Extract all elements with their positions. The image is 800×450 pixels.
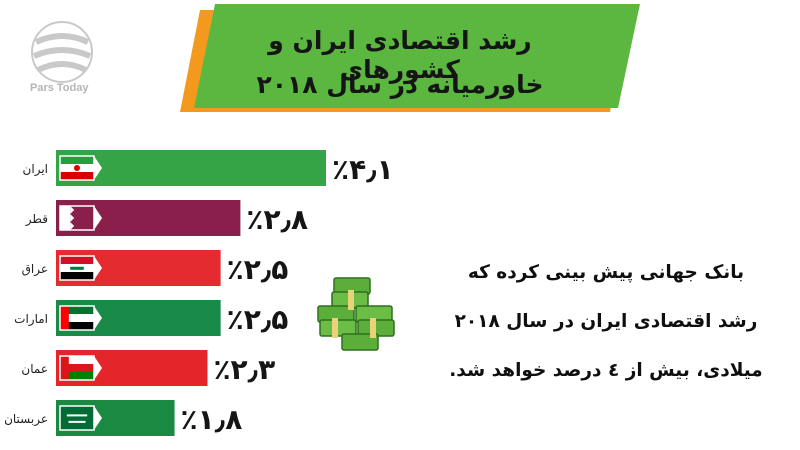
iraq-flag-icon — [59, 255, 102, 281]
iran-flag-icon — [59, 155, 102, 181]
uae-flag-icon — [59, 305, 102, 331]
value-label-oman: ٪۲٫۳ — [213, 353, 275, 386]
forecast-note: بانک جهانی پیش بینی کرده که رشد اقتصادی … — [414, 248, 798, 395]
value-label-iraq: ٪۲٫۵ — [227, 253, 289, 286]
money-stack-icon — [317, 277, 395, 351]
title-line-1: رشد اقتصادی ایران و کشورهای — [268, 26, 532, 84]
category-label-iraq: عراق — [22, 262, 48, 277]
title-banner — [180, 4, 640, 112]
value-label-uae: ٪۲٫۵ — [227, 303, 289, 336]
note-line-1: بانک جهانی پیش بینی کرده که — [467, 262, 745, 283]
note-line-3: میلادی، بیش از ٤ درصد خواهد شد. — [449, 360, 763, 381]
logo-text: Pars Today — [30, 82, 89, 94]
title-line-2: خاورمیانه در سال ۲۰۱۸ — [256, 70, 544, 99]
saudi-flag-icon — [59, 405, 102, 431]
pars-today-globe-logo-icon — [31, 21, 93, 83]
category-label-saudi: عربستان — [4, 412, 48, 427]
category-label-oman: عمان — [21, 362, 48, 376]
category-label-iran: ایران — [23, 162, 48, 177]
category-label-qatar: قطر — [25, 212, 48, 227]
value-label-iran: ٪۴٫۱ — [332, 153, 394, 186]
oman-flag-icon — [59, 355, 102, 381]
note-line-2: رشد اقتصادی ایران در سال ۲۰۱۸ — [454, 311, 758, 332]
qatar-flag-icon — [59, 205, 102, 231]
value-label-qatar: ٪۲٫۸ — [246, 203, 308, 236]
value-label-saudi: ٪۱٫۸ — [181, 403, 243, 436]
category-label-uae: امارات — [14, 312, 48, 327]
